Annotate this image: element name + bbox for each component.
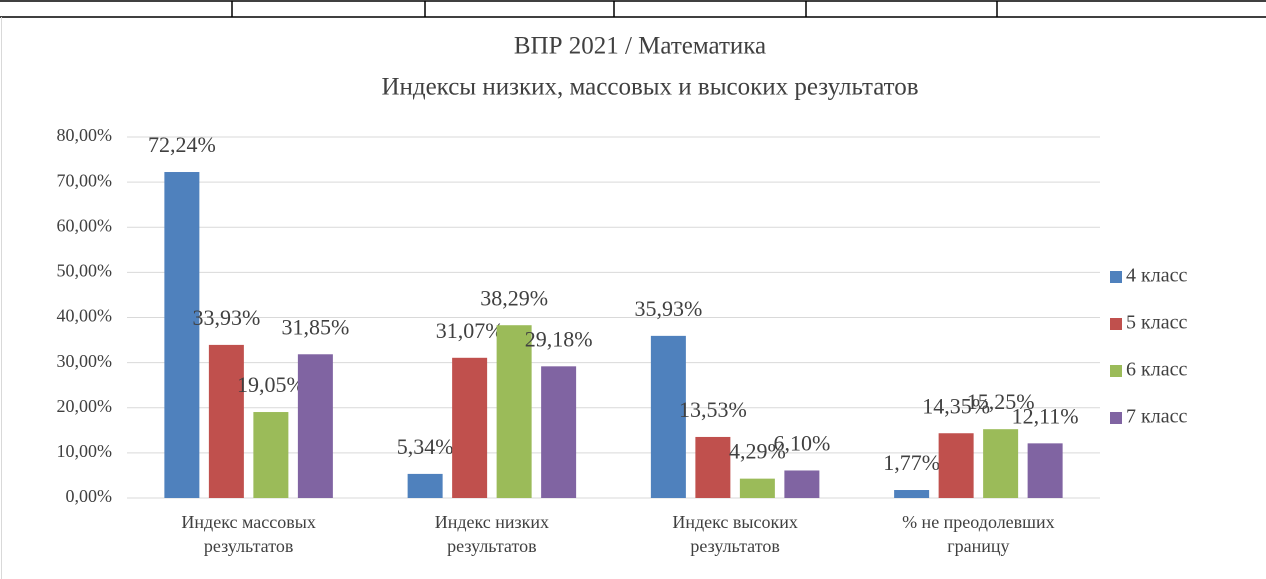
bar <box>739 478 775 498</box>
x-tick-label: Индекс низких <box>435 512 549 532</box>
y-tick-label: 20,00% <box>57 396 113 416</box>
bar <box>983 429 1019 498</box>
data-label: 4,29% <box>729 439 786 464</box>
bar <box>208 344 244 498</box>
bar <box>164 172 200 498</box>
x-tick-label: результатов <box>690 536 779 556</box>
bar <box>938 433 974 498</box>
x-tick-label: результатов <box>204 536 293 556</box>
legend-label: 4 класс <box>1126 265 1187 287</box>
data-label: 38,29% <box>480 285 548 310</box>
table-fragment <box>0 0 1266 18</box>
bar <box>784 470 820 498</box>
y-tick-label: 80,00% <box>57 125 113 145</box>
data-label: 12,11% <box>1012 403 1079 428</box>
bar <box>541 366 577 498</box>
data-label: 15,25% <box>967 389 1035 414</box>
y-tick-label: 50,00% <box>57 261 113 281</box>
bar <box>1027 443 1063 498</box>
chart-title: ВПР 2021 / Математика <box>514 33 766 60</box>
x-tick-label: Индекс высоких <box>672 512 798 532</box>
data-label: 31,85% <box>281 314 349 339</box>
data-label: 19,05% <box>237 372 305 397</box>
y-tick-label: 40,00% <box>57 306 113 326</box>
y-tick-label: 60,00% <box>57 215 113 235</box>
legend-swatch <box>1110 365 1122 377</box>
data-label: 35,93% <box>634 296 702 321</box>
data-label: 31,07% <box>436 318 504 343</box>
bar <box>253 412 289 498</box>
legend-label: 5 класс <box>1126 312 1187 334</box>
bar <box>650 335 686 498</box>
bar <box>297 354 333 498</box>
bar <box>894 490 930 498</box>
data-label: 29,18% <box>525 326 593 351</box>
y-tick-label: 10,00% <box>57 441 113 461</box>
x-tick-label: границу <box>947 536 1009 556</box>
data-label: 1,77% <box>883 450 940 475</box>
data-label: 6,10% <box>773 431 830 456</box>
chart-subtitle: Индексы низких, массовых и высоких резул… <box>381 74 918 101</box>
legend-swatch <box>1110 412 1122 424</box>
bar <box>452 357 488 498</box>
x-tick-label: Индекс массовых <box>181 512 315 532</box>
data-label: 13,53% <box>679 397 747 422</box>
legend-swatch <box>1110 271 1122 283</box>
bar <box>695 436 731 498</box>
y-tick-label: 0,00% <box>66 486 113 506</box>
data-label: 14,35% <box>922 393 990 418</box>
data-label: 5,34% <box>397 434 454 459</box>
data-label: 33,93% <box>192 305 260 330</box>
data-label: 72,24% <box>148 132 216 157</box>
x-tick-label: результатов <box>447 536 536 556</box>
x-tick-label: % не преодолевших <box>902 512 1055 532</box>
y-tick-label: 30,00% <box>57 351 113 371</box>
y-tick-label: 70,00% <box>57 170 113 190</box>
legend-swatch <box>1110 318 1122 330</box>
bar <box>407 473 443 498</box>
legend-label: 7 класс <box>1126 406 1187 428</box>
legend-label: 6 класс <box>1126 359 1187 381</box>
bar <box>496 325 532 498</box>
